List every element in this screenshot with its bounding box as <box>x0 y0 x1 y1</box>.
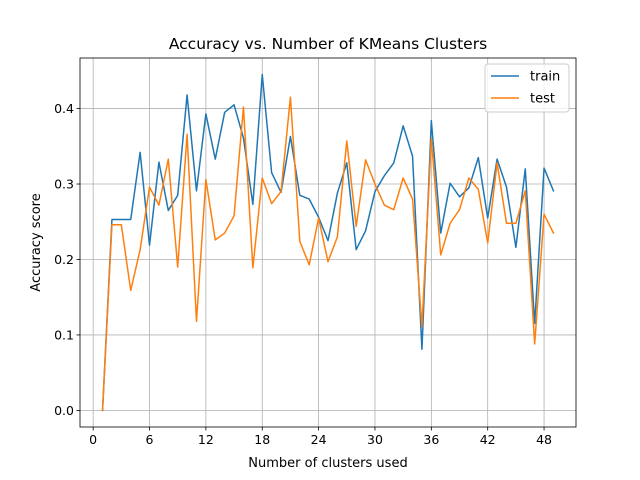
x-tick-label: 12 <box>198 432 214 447</box>
plot-area <box>80 58 576 427</box>
y-axis-ticks: 0.0 0.1 0.2 0.3 0.4 <box>54 101 80 418</box>
y-tick-label: 0.2 <box>54 252 74 267</box>
legend-label-train: train <box>530 70 560 85</box>
y-tick-label: 0.0 <box>54 403 74 418</box>
plot-frame <box>79 57 577 428</box>
y-tick-label: 0.1 <box>54 327 74 342</box>
y-axis-label: Accuracy score <box>29 193 44 291</box>
y-tick-label: 0.4 <box>54 101 74 116</box>
x-tick-label: 18 <box>254 432 270 447</box>
x-tick-label: 36 <box>423 432 439 447</box>
series-line-test <box>101 96 555 412</box>
chart-title: Accuracy vs. Number of KMeans Clusters <box>169 35 487 53</box>
x-tick-label: 30 <box>367 432 383 447</box>
x-tick-label: 48 <box>536 432 552 447</box>
x-tick-label: 42 <box>480 432 496 447</box>
legend-label-test: test <box>530 92 555 107</box>
x-tick-label: 6 <box>146 432 154 447</box>
x-axis-ticks: 0 6 12 18 24 30 36 42 48 <box>89 427 552 447</box>
x-tick-label: 0 <box>89 432 97 447</box>
x-axis-label: Number of clusters used <box>248 456 407 471</box>
series-line-train <box>101 73 555 412</box>
series-layer <box>101 73 555 412</box>
x-tick-label: 24 <box>311 432 327 447</box>
legend: train test <box>484 63 570 113</box>
y-tick-label: 0.3 <box>54 177 74 192</box>
